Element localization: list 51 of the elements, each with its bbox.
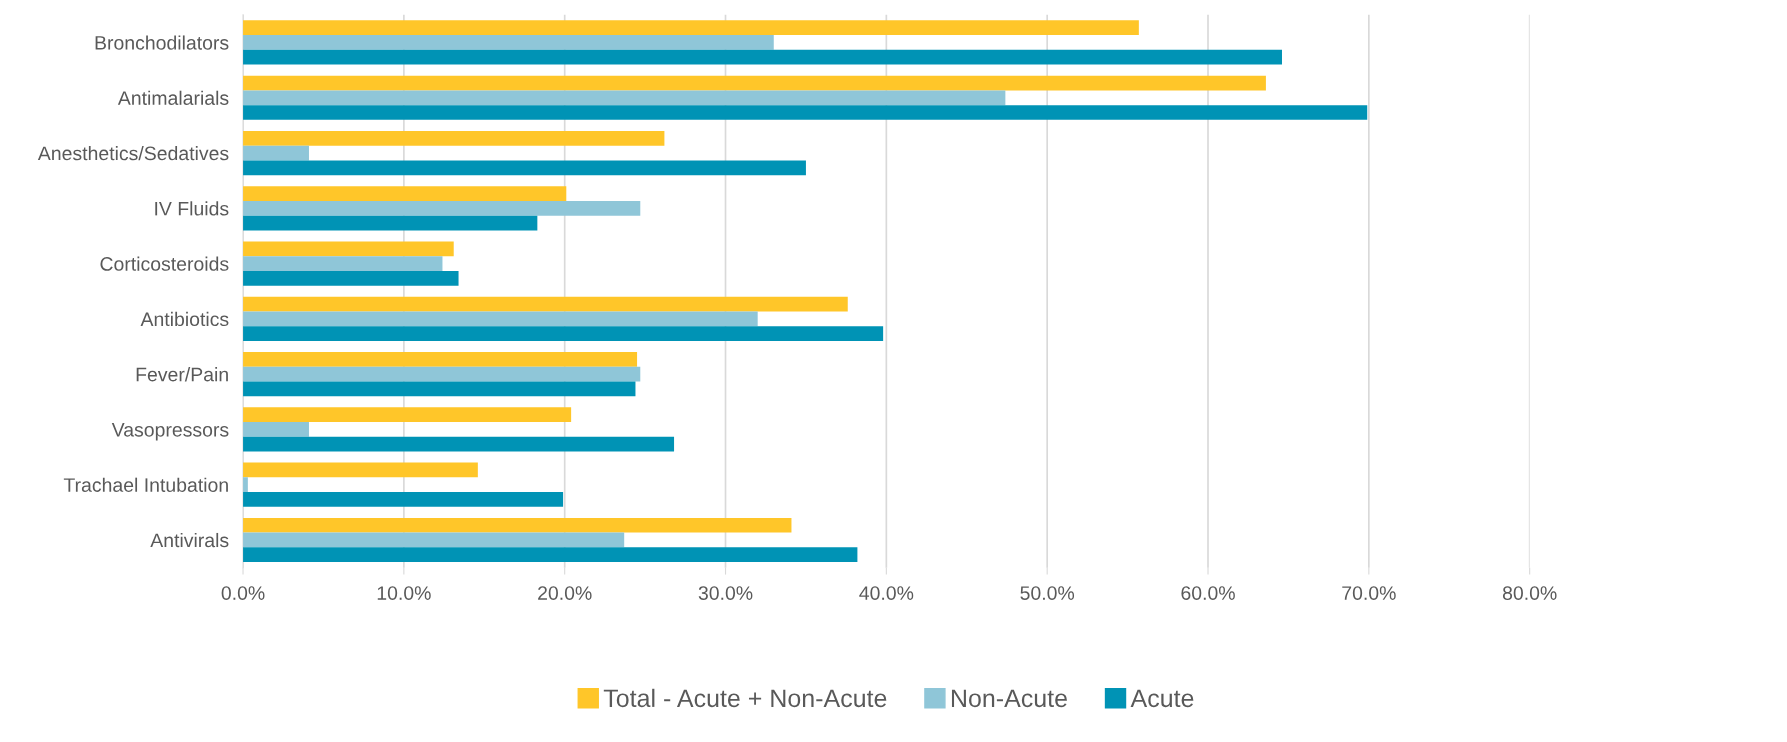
bar	[243, 35, 774, 50]
bar	[243, 492, 564, 507]
x-tick-label: 40.0%	[859, 586, 914, 600]
bar	[243, 517, 792, 533]
bar	[243, 311, 758, 327]
bar	[243, 547, 858, 563]
bar	[243, 256, 443, 271]
bar	[243, 90, 1006, 106]
bar	[243, 200, 641, 216]
bar	[243, 130, 665, 146]
bar	[243, 20, 1139, 36]
bar	[243, 270, 459, 286]
y-tick-label: Corticosteroids	[100, 256, 229, 271]
y-tick-label: Antimalarials	[117, 90, 229, 105]
bar	[243, 160, 806, 176]
x-tick-label: 50.0%	[1020, 586, 1075, 600]
bar	[243, 75, 1266, 91]
bar	[243, 422, 309, 437]
bar	[243, 462, 478, 478]
legend-label: Acute	[1130, 689, 1194, 708]
y-tick-label: Trachael Intubation	[63, 477, 228, 492]
legend-label: Non-Acute	[951, 689, 1067, 708]
x-tick-label: 60.0%	[1181, 586, 1235, 600]
bar	[243, 49, 1282, 65]
bar	[243, 215, 538, 231]
y-tick-label: Anesthetics/Sedatives	[37, 145, 229, 161]
bar	[243, 241, 454, 257]
y-tick-label: Antibiotics	[140, 311, 229, 327]
bar	[243, 407, 572, 423]
y-tick-label: Fever/Pain	[136, 367, 228, 382]
x-tick-label: 0.0%	[221, 586, 265, 600]
x-tick-label: 80.0%	[1502, 586, 1557, 600]
bar	[243, 366, 641, 382]
y-tick-label: Bronchodilators	[95, 35, 229, 50]
bar	[243, 532, 625, 548]
x-tick-label: 70.0%	[1342, 586, 1396, 600]
bar	[243, 186, 567, 201]
y-tick-label: IV Fluids	[155, 201, 229, 216]
x-tick-label: 10.0%	[377, 586, 431, 600]
bar	[243, 381, 636, 397]
bar	[243, 145, 309, 161]
bar	[243, 296, 848, 312]
y-tick-label: Antivirals	[150, 532, 229, 548]
bar	[243, 436, 675, 452]
bar	[243, 326, 884, 341]
x-tick-label: 20.0%	[538, 586, 592, 600]
x-tick-label: 30.0%	[698, 586, 753, 600]
legend-label: Total - Acute + Non-Acute	[603, 688, 887, 708]
y-tick-label: Vasopressors	[111, 423, 229, 441]
bar	[243, 105, 1368, 120]
bar	[243, 352, 638, 367]
